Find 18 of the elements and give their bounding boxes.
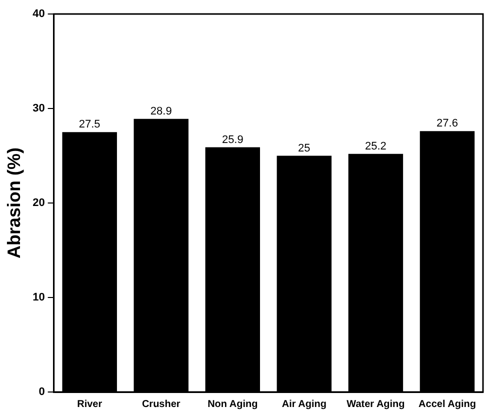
data-label: 27.5 <box>78 118 100 131</box>
data-label: 25 <box>298 142 310 154</box>
x-tick-label: River <box>77 398 102 410</box>
y-tick-label: 30 <box>32 102 45 115</box>
x-tick-label: Air Aging <box>282 398 326 410</box>
y-tick-label: 40 <box>32 8 45 20</box>
x-tick-label: Non Aging <box>208 398 258 410</box>
y-tick-label: 20 <box>32 197 45 210</box>
data-label: 25.9 <box>222 134 244 146</box>
data-label: 27.6 <box>436 118 458 130</box>
data-label: 25.2 <box>365 140 386 152</box>
x-tick-label: Accel Aging <box>418 398 476 410</box>
data-label: 28.9 <box>150 105 172 118</box>
y-tick-label: 0 <box>38 386 45 398</box>
x-tick-label: Crusher <box>142 398 180 410</box>
y-axis-title: Abrasion (%) <box>4 147 24 259</box>
y-tick-label: 10 <box>32 292 45 304</box>
x-tick-label: Water Aging <box>346 398 405 410</box>
